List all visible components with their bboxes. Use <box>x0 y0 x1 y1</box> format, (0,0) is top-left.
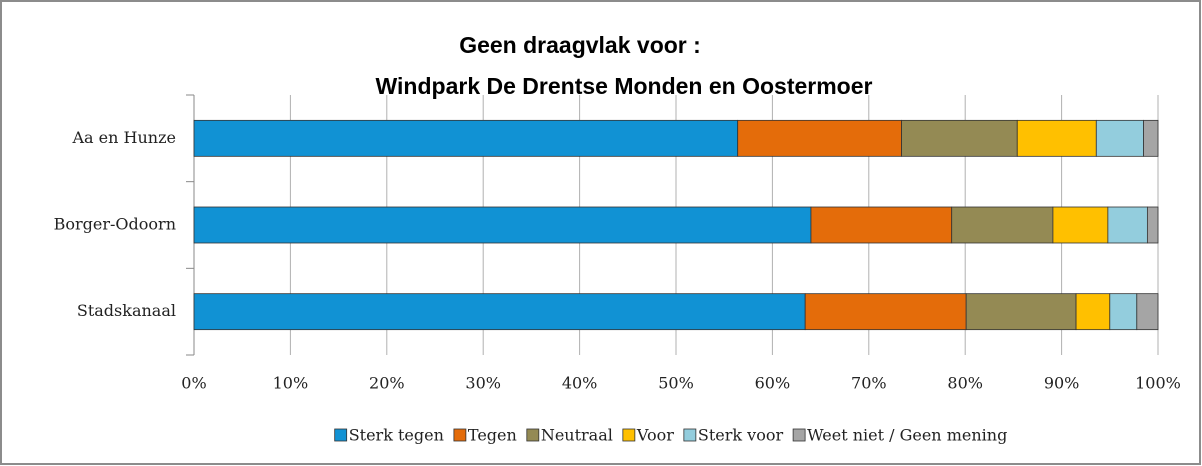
bar-segment <box>193 206 812 244</box>
bar-segment <box>1109 293 1138 331</box>
bar-segment <box>810 206 953 244</box>
bar-segment <box>951 206 1054 244</box>
y-tick-label: Borger-Odoorn <box>54 215 176 234</box>
legend-swatch <box>453 428 467 442</box>
x-tick-label: 20% <box>369 374 405 393</box>
bar-segment <box>1075 293 1111 331</box>
bar-segment <box>965 293 1077 331</box>
legend-swatch <box>792 428 806 442</box>
legend-label: Sterk tegen <box>349 426 444 445</box>
chart-title: Geen draagvlak voor : <box>459 32 701 58</box>
x-tick-label: 30% <box>465 374 501 393</box>
bar-segment <box>1095 119 1144 157</box>
bar-segment <box>1052 206 1109 244</box>
bar-segment <box>193 293 806 331</box>
bar-segment <box>1146 206 1159 244</box>
bar-segment <box>1136 293 1159 331</box>
bar-segment <box>1016 119 1097 157</box>
x-tick-label: 60% <box>755 374 791 393</box>
legend-label: Voor <box>636 426 674 445</box>
bar-segment <box>901 119 1018 157</box>
x-tick-label: 40% <box>562 374 598 393</box>
x-tick-label: 100% <box>1135 374 1181 393</box>
bar-segment <box>804 293 967 331</box>
legend-label: Sterk voor <box>698 426 784 445</box>
legend-swatch <box>683 428 697 442</box>
y-tick-label: Stadskanaal <box>77 301 176 320</box>
bar-segment <box>737 119 902 157</box>
x-tick-label: 80% <box>947 374 983 393</box>
x-tick-label: 70% <box>851 374 887 393</box>
x-tick-label: 90% <box>1044 374 1080 393</box>
x-tick-label: 0% <box>181 374 206 393</box>
bar-segment <box>1107 206 1148 244</box>
legend-label: Neutraal <box>541 426 613 445</box>
x-tick-label: 50% <box>658 374 694 393</box>
legend-swatch <box>526 428 540 442</box>
legend-swatch <box>334 428 348 442</box>
bar-segment <box>193 119 739 157</box>
legend-swatch <box>622 428 636 442</box>
y-tick-label: Aa en Hunze <box>72 128 177 147</box>
chart-title: Windpark De Drentse Monden en Oostermoer <box>376 73 873 99</box>
legend-label: Weet niet / Geen mening <box>807 426 1007 445</box>
x-tick-label: 10% <box>273 374 309 393</box>
legend-label: Tegen <box>468 426 517 445</box>
bar-segment <box>1143 119 1159 157</box>
